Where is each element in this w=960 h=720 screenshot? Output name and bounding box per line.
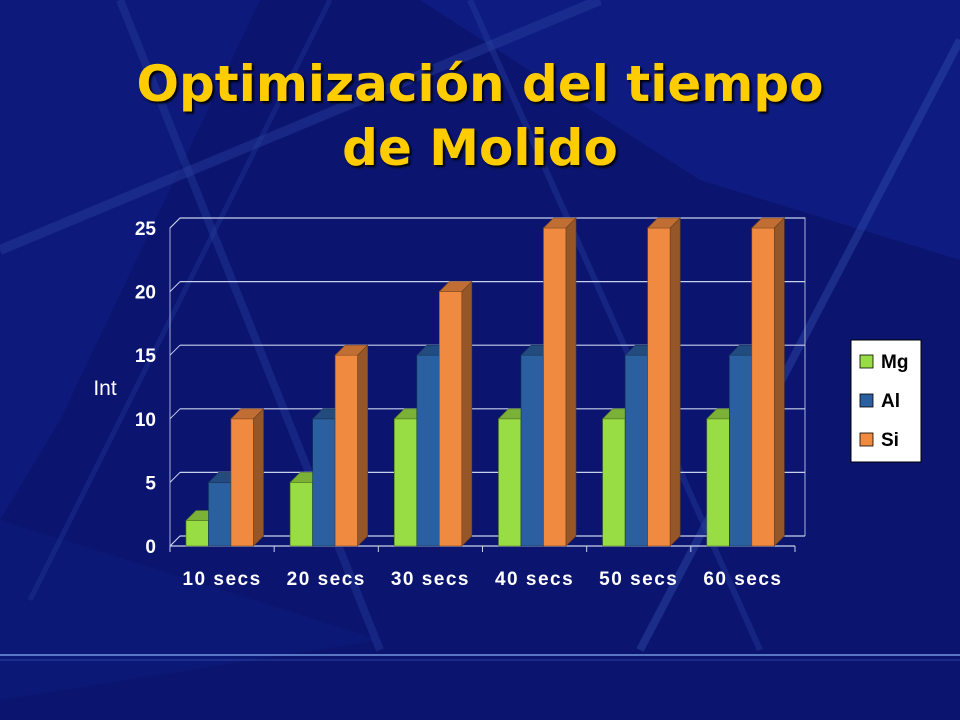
bar-front [334, 354, 358, 547]
y-tick-label: 20 [135, 283, 156, 304]
bar-side [253, 408, 264, 547]
y-tick-label: 10 [135, 410, 156, 431]
bar [542, 217, 577, 547]
bar [438, 280, 473, 547]
bar-front [543, 227, 567, 547]
bar-front [498, 418, 522, 547]
bar-side [669, 217, 681, 547]
x-tick-label: 10 secs [182, 569, 261, 590]
bar-front [394, 418, 418, 547]
legend-label: Al [881, 391, 900, 412]
legend-label: Si [881, 430, 899, 451]
bar-front [729, 354, 753, 547]
x-tick-label: 30 secs [391, 569, 470, 590]
bar [230, 408, 265, 547]
bar-front [624, 354, 648, 547]
bar-side [461, 280, 473, 547]
bar-front [647, 227, 671, 547]
gridline-depth [169, 217, 181, 229]
slide-title: Optimización del tiempo de Molido [0, 52, 960, 180]
bar-side [357, 344, 368, 547]
legend-label: Mg [881, 352, 908, 373]
gridline-depth [169, 535, 181, 547]
x-tick-label: 20 secs [287, 569, 366, 590]
bar-front [439, 291, 463, 547]
x-tick-label: 40 secs [495, 569, 574, 590]
x-tick-label: 50 secs [599, 569, 678, 590]
y-tick-label: 25 [135, 219, 157, 240]
bar-side [565, 217, 577, 547]
gridline-depth [169, 281, 181, 292]
bar-front [185, 520, 209, 547]
bar-front [706, 418, 730, 547]
gridline-depth [169, 408, 181, 420]
bar-front [416, 354, 440, 547]
y-axis-label: Int [93, 377, 117, 400]
bar-front [602, 418, 626, 547]
title-line-1: Optimización del tiempo [136, 55, 824, 113]
bar [334, 344, 369, 547]
y-tick-label: 0 [145, 537, 156, 558]
bar [751, 217, 786, 547]
gridline-depth [169, 344, 181, 356]
bar-front [208, 482, 232, 547]
y-tick-label: 5 [145, 473, 156, 494]
title-line-2: de Molido [342, 119, 618, 177]
legend-swatch [859, 354, 874, 369]
bar-front [289, 482, 313, 547]
legend-swatch [859, 432, 874, 447]
gridline-depth [169, 472, 181, 483]
bar-front [312, 418, 336, 547]
bar-front [751, 227, 775, 547]
bar [185, 509, 220, 547]
bar-front [520, 354, 544, 547]
bar [646, 217, 681, 547]
bar-side [774, 217, 785, 547]
legend-swatch [859, 393, 874, 408]
x-tick-label: 60 secs [703, 569, 782, 590]
y-tick-label: 15 [135, 346, 157, 367]
bar-front [230, 418, 254, 547]
